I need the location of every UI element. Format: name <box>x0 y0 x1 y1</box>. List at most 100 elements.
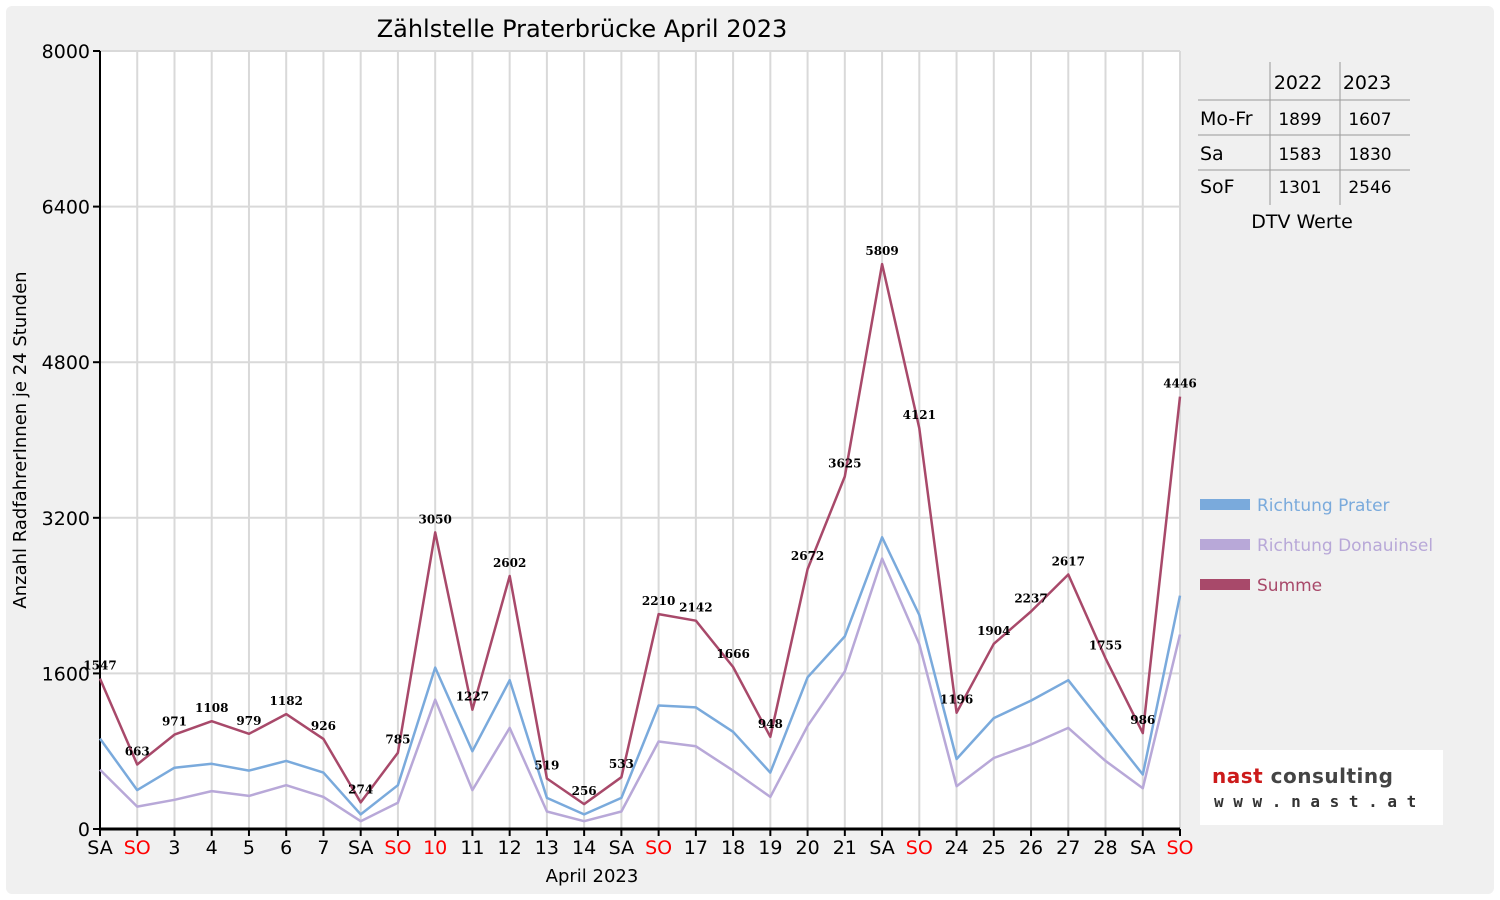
dtv-row-label: Mo-Fr <box>1200 108 1253 130</box>
data-label: 2617 <box>1052 554 1085 568</box>
legend-label: Richtung Prater <box>1257 496 1390 516</box>
dtv-cell: 1301 <box>1278 178 1321 198</box>
x-tick-label: SA <box>869 837 894 859</box>
data-label: 1666 <box>716 647 749 661</box>
logo-wordmark: nast consulting <box>1212 764 1393 788</box>
data-label: 519 <box>534 759 559 773</box>
data-label: 256 <box>572 784 597 798</box>
x-tick-label: SA <box>87 837 112 859</box>
dtv-cell: 1607 <box>1348 110 1391 130</box>
x-tick-label: 4 <box>206 837 218 859</box>
series-lines <box>98 262 1182 823</box>
axes <box>99 51 1180 831</box>
series-line <box>99 557 1182 823</box>
x-tick-label: 25 <box>982 837 1006 859</box>
series-line <box>98 262 1182 806</box>
data-label: 1547 <box>83 659 116 673</box>
dtv-row-label: SoF <box>1200 176 1235 198</box>
x-tick-label: 12 <box>498 837 522 859</box>
logo-brand-red: nast <box>1212 764 1264 788</box>
x-tick-label: 27 <box>1056 837 1080 859</box>
x-tick-label: SO <box>906 837 933 859</box>
data-label: 979 <box>236 714 261 728</box>
plot-area <box>100 51 1180 829</box>
x-tick-label: SO <box>384 837 411 859</box>
legend-swatch <box>1200 539 1250 550</box>
data-label: 533 <box>609 757 634 771</box>
x-tick-label: SO <box>1166 837 1193 859</box>
data-label: 785 <box>385 733 410 747</box>
company-logo: nast consulting w w w . n a s t . a t <box>1200 750 1443 825</box>
x-tick-label: 26 <box>1019 837 1043 859</box>
x-tick-label: SA <box>1130 837 1155 859</box>
dtv-row-label: Sa <box>1200 143 1224 165</box>
logo-url: w w w . n a s t . a t <box>1214 792 1417 811</box>
x-tick-label: 3 <box>168 837 180 859</box>
dtv-col-header: 2023 <box>1343 72 1391 94</box>
legend: Richtung Prater Richtung Donauinsel Summe <box>1200 496 1433 596</box>
x-tick-label: 19 <box>758 837 782 859</box>
x-tick-label: 28 <box>1093 837 1117 859</box>
x-tick-label: 6 <box>280 837 292 859</box>
y-tick-label: 6400 <box>42 197 90 219</box>
data-label: 663 <box>125 745 150 759</box>
data-label: 926 <box>311 719 336 733</box>
chart-title: Zählstelle Praterbrücke April 2023 <box>377 15 788 43</box>
data-label: 2210 <box>642 594 675 608</box>
data-label: 3050 <box>418 512 451 526</box>
legend-swatch <box>1200 579 1250 590</box>
x-tick-label: 7 <box>317 837 329 859</box>
data-label: 4446 <box>1163 377 1196 391</box>
data-label: 1755 <box>1089 638 1122 652</box>
legend-label: Richtung Donauinsel <box>1257 536 1433 556</box>
x-tick-label: 10 <box>423 837 447 859</box>
x-tick-label: SO <box>645 837 672 859</box>
data-label: 1182 <box>270 694 303 708</box>
dtv-caption: DTV Werte <box>1251 211 1353 233</box>
legend-swatch <box>1200 499 1250 510</box>
x-tick-label: 17 <box>684 837 708 859</box>
grid-lines <box>100 50 1181 829</box>
data-label: 274 <box>348 782 373 796</box>
y-tick-label: 0 <box>78 819 90 841</box>
x-axis-label: April 2023 <box>546 866 639 887</box>
data-label: 1196 <box>940 693 973 707</box>
x-tick-label: SA <box>348 837 373 859</box>
data-label: 986 <box>1130 713 1155 727</box>
data-label: 948 <box>758 717 783 731</box>
dtv-cell: 1830 <box>1348 145 1391 165</box>
data-label: 1904 <box>977 624 1010 638</box>
x-tick-label: 18 <box>721 837 745 859</box>
data-label: 971 <box>162 715 187 729</box>
dtv-table: 2022 2023 Mo-Fr 1899 1607 Sa 1583 1830 S… <box>1198 62 1410 233</box>
data-label: 5809 <box>865 244 898 258</box>
logo-brand-rest: consulting <box>1263 764 1394 788</box>
x-tick-label: 14 <box>572 837 596 859</box>
data-label: 1227 <box>456 690 489 704</box>
y-axis-label: Anzahl RadfahrerInnen je 24 Stunden <box>10 271 31 608</box>
dtv-cell: 2546 <box>1348 178 1391 198</box>
y-tick-label: 3200 <box>42 508 90 530</box>
x-tick-label: 11 <box>460 837 484 859</box>
data-label: 4121 <box>903 408 936 422</box>
y-axis-ticks: 0 1600 3200 4800 6400 8000 <box>42 41 100 841</box>
x-tick-label: 21 <box>833 837 857 859</box>
data-label: 3625 <box>828 456 861 470</box>
y-tick-label: 1600 <box>42 663 90 685</box>
data-label: 1108 <box>195 701 228 715</box>
y-tick-label: 8000 <box>42 41 90 63</box>
data-label: 2602 <box>493 556 526 570</box>
x-tick-label: SA <box>609 837 634 859</box>
data-label: 2142 <box>679 601 712 615</box>
dtv-col-header: 2022 <box>1274 72 1322 94</box>
data-label: 2672 <box>791 549 824 563</box>
x-tick-label: 13 <box>535 837 559 859</box>
y-tick-label: 4800 <box>42 352 90 374</box>
data-label: 2237 <box>1014 591 1047 605</box>
x-tick-label: 5 <box>243 837 255 859</box>
x-tick-label: SO <box>124 837 151 859</box>
x-tick-label: 24 <box>944 837 968 859</box>
x-tick-label: 20 <box>795 837 819 859</box>
x-axis-ticks: SA SO 3 4 5 6 7 SA SO 10 11 12 13 14 SA SO 17 18 19 20 21 SA S… <box>87 829 1194 859</box>
